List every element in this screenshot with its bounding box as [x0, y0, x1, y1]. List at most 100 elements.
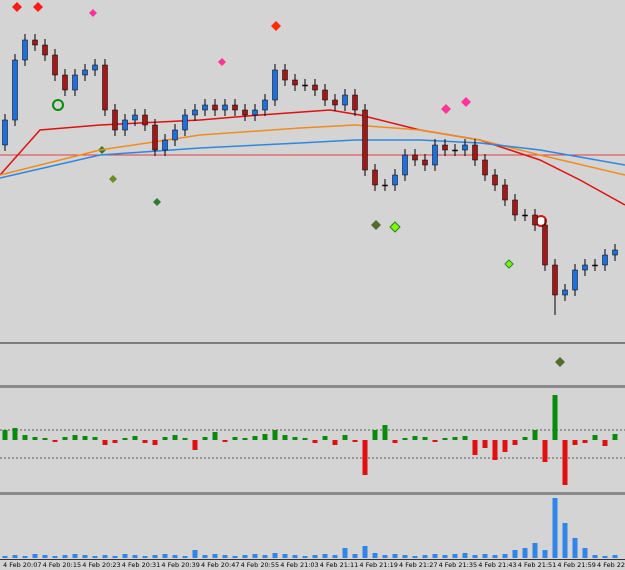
- candle-body: [592, 264, 598, 267]
- volume-bar: [22, 556, 28, 558]
- volume-bar: [262, 555, 268, 558]
- oscillator-bar: [32, 437, 38, 440]
- candle-body: [372, 169, 378, 186]
- oscillator-bar: [572, 440, 578, 445]
- candle-body: [512, 199, 518, 216]
- candle-body: [212, 104, 218, 111]
- oscillator-bar: [352, 440, 358, 442]
- volume-bar: [312, 555, 318, 558]
- x-tick-label: 4 Feb 20:39: [161, 561, 200, 569]
- x-tick-label: 4 Feb 21:43: [478, 561, 517, 569]
- candle-body: [242, 109, 248, 116]
- candle-body: [272, 69, 278, 101]
- signal: [441, 104, 451, 114]
- candle-body: [82, 69, 88, 76]
- oscillator-bar: [482, 440, 488, 448]
- volume-bar: [62, 555, 68, 558]
- signal: [52, 99, 64, 111]
- volume-bar: [522, 548, 528, 558]
- volume-bar: [492, 555, 498, 558]
- oscillator-bar: [532, 430, 538, 440]
- volume-bar: [242, 555, 248, 558]
- oscillator-bar: [132, 436, 138, 440]
- signal: [153, 198, 161, 206]
- volume-bar: [162, 554, 168, 558]
- volume-bar: [92, 556, 98, 558]
- oscillator-bar: [222, 440, 228, 442]
- x-tick-label: 4 Feb 20:15: [43, 561, 82, 569]
- volume-bar: [532, 543, 538, 558]
- volume-bar: [372, 553, 378, 558]
- oscillator-bar: [372, 430, 378, 440]
- oscillator-bar: [462, 436, 468, 440]
- candle-body: [612, 249, 618, 256]
- candle-body: [502, 184, 508, 201]
- oscillator-bar: [102, 440, 108, 445]
- oscillator-bar: [202, 437, 208, 440]
- volume-bar: [2, 556, 8, 558]
- volume-bar: [472, 555, 478, 558]
- x-tick-label: 4 Feb 21:03: [280, 561, 319, 569]
- volume-bar: [132, 555, 138, 558]
- candle-body: [332, 99, 338, 106]
- volume-bar: [282, 554, 288, 558]
- oscillator-bar: [582, 440, 588, 443]
- oscillator-bar: [332, 440, 338, 445]
- oscillator-bar: [562, 440, 568, 485]
- candle-body: [112, 109, 118, 131]
- oscillator-bar: [172, 435, 178, 440]
- candle-body: [492, 174, 498, 186]
- oscillator-bar: [2, 430, 8, 440]
- oscillator-bar: [432, 440, 438, 442]
- volume-bar: [122, 554, 128, 558]
- volume-bar: [352, 554, 358, 558]
- candle-body: [312, 84, 318, 91]
- volume-bar: [142, 556, 148, 558]
- candle-body: [42, 44, 48, 56]
- candle-body: [542, 224, 548, 266]
- volume-bar: [592, 555, 598, 558]
- volume-bar: [222, 555, 228, 558]
- volume-bar: [422, 555, 428, 558]
- x-tick-label: 4 Feb 21:35: [439, 561, 478, 569]
- x-tick-label: 4 Feb 20:07: [3, 561, 42, 569]
- x-tick-label: 4 Feb 21:11: [320, 561, 359, 569]
- oscillator-bar: [312, 440, 318, 443]
- candle-body: [432, 144, 438, 166]
- oscillator-bar: [552, 395, 558, 440]
- candle-body: [572, 269, 578, 291]
- volume-bar: [292, 555, 298, 558]
- candle-body: [582, 264, 588, 271]
- oscillator-bar: [92, 437, 98, 440]
- volume-bar: [572, 538, 578, 558]
- x-tick-label: 4 Feb 20:31: [122, 561, 161, 569]
- volume-bar: [342, 548, 348, 558]
- oscillator-bar: [272, 430, 278, 440]
- volume-bar: [32, 554, 38, 558]
- oscillator-bar: [282, 435, 288, 440]
- candle-body: [362, 109, 368, 171]
- candle-body: [472, 144, 478, 161]
- signal: [271, 21, 281, 31]
- volume-bar: [542, 550, 548, 558]
- signal: [12, 2, 22, 12]
- oscillator-bar: [232, 437, 238, 440]
- oscillator-bar: [422, 437, 428, 440]
- volume-bar: [272, 553, 278, 558]
- oscillator-bar: [192, 440, 198, 450]
- candle-body: [142, 114, 148, 126]
- candle-body: [262, 99, 268, 111]
- oscillator-bar: [212, 432, 218, 440]
- x-tick-label: 4 Feb 21:19: [359, 561, 398, 569]
- candle-body: [72, 74, 78, 91]
- volume-bar: [362, 546, 368, 558]
- oscillator-bar: [302, 438, 308, 440]
- moving-average: [0, 124, 625, 176]
- oscillator-bar: [262, 434, 268, 440]
- volume-bar: [612, 555, 618, 558]
- candle-body: [32, 39, 38, 46]
- x-tick-label: 4 Feb 21:27: [399, 561, 438, 569]
- axis-line: [0, 559, 625, 560]
- candle-body: [292, 79, 298, 86]
- candle-body: [162, 139, 168, 151]
